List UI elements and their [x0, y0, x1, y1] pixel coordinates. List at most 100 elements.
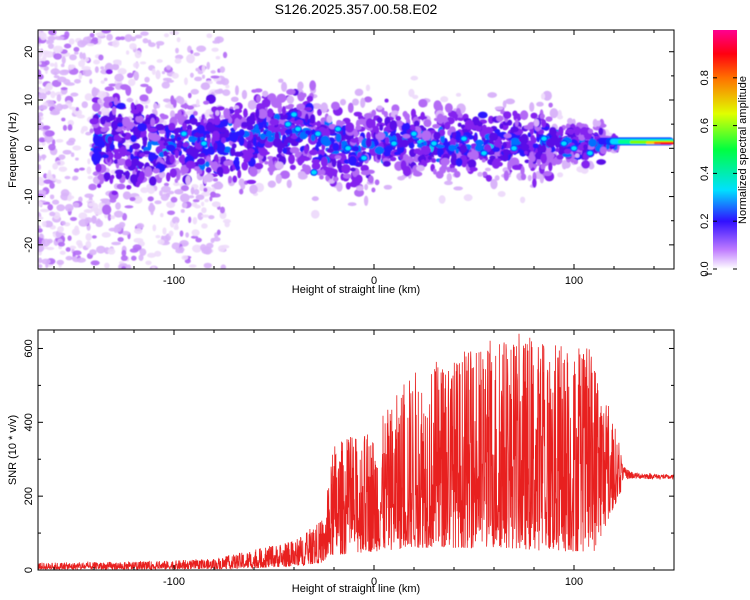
spectrogram-x-label: Height of straight line (km)	[292, 284, 420, 296]
spectral-cell	[161, 71, 166, 75]
spectral-cell	[163, 33, 170, 38]
spectral-cell	[74, 225, 80, 234]
spectral-cell	[502, 149, 511, 156]
spectral-cell	[600, 146, 607, 155]
spectral-peak	[335, 126, 341, 131]
spectral-cell	[511, 164, 522, 170]
spectral-cell	[78, 196, 83, 203]
spectral-cell	[201, 64, 206, 73]
spectral-cell	[312, 103, 322, 110]
spectral-cell	[240, 122, 250, 128]
spectral-cell	[368, 175, 374, 184]
spectral-cell	[104, 116, 114, 122]
spectral-peak	[311, 170, 317, 175]
spectral-cell	[488, 115, 494, 124]
spectral-cell	[200, 201, 205, 207]
spectral-cell	[283, 138, 289, 147]
spectral-cell	[49, 211, 56, 217]
spectral-cell	[130, 134, 137, 143]
spectral-cell	[87, 202, 95, 207]
spectral-cell	[171, 72, 179, 79]
spectral-cell	[64, 203, 74, 212]
spectral-cell	[67, 124, 73, 131]
spectral-cell	[374, 125, 379, 135]
spectral-cell	[365, 118, 374, 129]
spectrogram-frame	[37, 29, 675, 270]
spectral-cell	[91, 215, 97, 224]
spectral-cell	[61, 69, 70, 74]
spectral-cell	[221, 137, 226, 144]
spectral-cell	[485, 174, 493, 182]
spectral-cell	[528, 158, 533, 169]
spectral-cell	[107, 135, 113, 144]
spectral-peak	[511, 146, 517, 151]
spectral-cell	[303, 144, 309, 155]
spectral-cell	[41, 258, 51, 265]
spectral-cell	[201, 207, 207, 214]
spectral-cell	[266, 108, 274, 118]
spectral-cell	[169, 168, 177, 178]
spectral-cell	[203, 262, 212, 269]
spectral-cell	[529, 102, 535, 112]
spectral-cell	[482, 171, 488, 177]
spectral-cell	[40, 208, 50, 213]
spectral-cell	[72, 202, 80, 208]
spectral-cell	[427, 155, 433, 160]
spectral-cell	[139, 61, 147, 65]
spectral-cell	[201, 191, 211, 197]
spectral-cell	[170, 196, 178, 203]
spectral-cell	[124, 34, 133, 42]
spectral-cell	[176, 171, 181, 181]
spectral-cell	[442, 115, 448, 123]
spectral-cell	[573, 159, 579, 165]
spectral-cell	[73, 46, 80, 52]
spectral-cell	[241, 161, 249, 171]
spectral-cell	[475, 139, 484, 146]
spectral-cell	[494, 106, 504, 111]
spectral-cell	[356, 185, 364, 191]
spectral-cell	[235, 85, 239, 96]
spectral-cell	[125, 50, 130, 55]
spectral-cell	[212, 130, 220, 141]
spectral-cell	[347, 102, 354, 114]
spectral-cell	[139, 248, 147, 256]
spectral-cell	[131, 142, 141, 150]
spectral-cell	[555, 147, 560, 153]
spectral-cell	[230, 147, 236, 157]
spectral-cell	[230, 96, 239, 103]
colorbar-tick-label: 0.4	[699, 166, 711, 181]
spectral-cell	[180, 208, 185, 213]
spectral-cell	[363, 195, 369, 206]
spectral-cell	[408, 142, 415, 149]
spectral-cell	[97, 90, 107, 99]
spectral-cell	[384, 98, 389, 103]
spectral-cell	[281, 81, 288, 92]
spectral-cell	[195, 67, 200, 72]
spectral-cell	[374, 140, 379, 146]
spectral-band	[660, 142, 674, 145]
snr-frame	[37, 329, 675, 571]
spectral-cell	[433, 100, 442, 111]
spectral-cell	[605, 144, 610, 150]
spectral-cell	[254, 88, 263, 93]
spectral-cell	[158, 171, 166, 179]
spectral-cell	[148, 152, 155, 162]
spectral-cell	[89, 78, 93, 85]
spectral-cell	[297, 91, 305, 102]
spectral-cell	[153, 102, 158, 110]
spectral-cell	[239, 188, 244, 195]
spectral-cell	[304, 107, 313, 112]
spectral-cell	[172, 99, 177, 108]
spectral-cell	[56, 204, 66, 212]
spectral-cell	[57, 226, 64, 233]
spectral-cell	[117, 122, 124, 128]
spectral-cell	[124, 158, 132, 167]
spectral-cell	[254, 123, 259, 135]
spectrogram-y-axis: -20 -10 0 10 20	[23, 46, 674, 270]
spectral-cell	[100, 127, 108, 133]
spectral-cell	[352, 98, 359, 106]
spectral-cell	[192, 110, 198, 116]
spectral-cell	[326, 115, 333, 124]
spectral-cell	[261, 98, 271, 108]
spectral-cell	[194, 142, 200, 149]
